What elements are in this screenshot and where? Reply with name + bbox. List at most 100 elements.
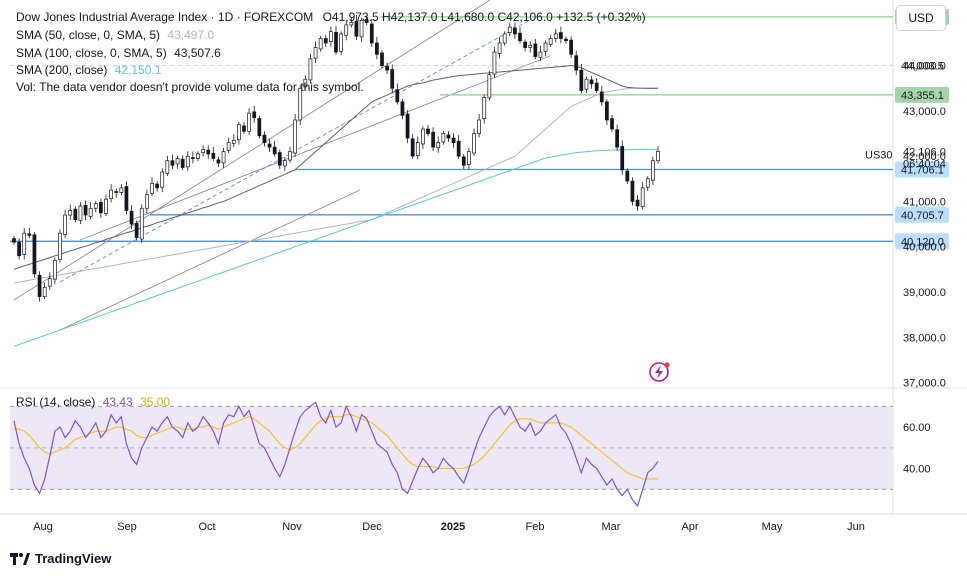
tradingview-brand: TradingView bbox=[35, 551, 112, 566]
time-tick-label: 2025 bbox=[441, 521, 465, 533]
candle-up bbox=[104, 198, 108, 214]
candle-up bbox=[339, 33, 343, 52]
candle-down bbox=[252, 111, 257, 119]
candle-down bbox=[456, 140, 461, 157]
lightning-icon[interactable] bbox=[649, 362, 670, 382]
candle-up bbox=[482, 96, 487, 119]
candle-up bbox=[507, 26, 512, 33]
last-price-label: 42,106.0 bbox=[903, 146, 946, 158]
candle-down bbox=[615, 129, 619, 148]
sma50-line bbox=[13, 65, 658, 270]
candle-down bbox=[99, 202, 103, 214]
rsi-ma-line bbox=[14, 414, 658, 480]
candle-down bbox=[375, 42, 379, 55]
candle-up bbox=[58, 232, 62, 260]
rsi-value: 43.43 bbox=[102, 395, 133, 409]
level-label: 40,120.0 bbox=[901, 236, 944, 248]
candle-down bbox=[405, 113, 410, 139]
sma50-legend[interactable]: SMA (50, close, 0, SMA, 5) 43,497.0 bbox=[16, 27, 214, 43]
sma100-legend[interactable]: SMA (100, close, 0, SMA, 5) 43,507.6 bbox=[16, 45, 221, 61]
sma200-label: SMA (200, close) bbox=[16, 63, 108, 77]
level-label: 43,355.1 bbox=[901, 90, 944, 102]
sma50-value: 43,497.0 bbox=[167, 28, 215, 42]
candle-down bbox=[461, 156, 466, 166]
candle-up bbox=[415, 142, 420, 156]
candle-up bbox=[656, 151, 660, 162]
price-tick-label: 44,000.0 bbox=[903, 61, 946, 73]
symbol-legend[interactable]: Dow Jones Industrial Average Index · 1D … bbox=[16, 9, 646, 25]
price-tick-label: 37,000.0 bbox=[903, 378, 946, 390]
candle-down bbox=[262, 134, 267, 143]
volume-note: Vol: The data vendor doesn't provide vol… bbox=[16, 80, 364, 94]
candle-up bbox=[313, 47, 318, 59]
candle-down bbox=[559, 32, 563, 39]
candle-down bbox=[170, 160, 175, 166]
rsi-legend[interactable]: RSI (14, close) 43.43 35.00 bbox=[16, 394, 170, 410]
candle-up bbox=[201, 149, 205, 153]
candle-up bbox=[553, 33, 558, 39]
tradingview-logo[interactable]: TradingView bbox=[10, 551, 111, 566]
candle-up bbox=[349, 22, 354, 26]
candle-up bbox=[247, 112, 251, 132]
candle-up bbox=[109, 189, 113, 199]
price-tick-label: 41,000.0 bbox=[903, 196, 946, 208]
candle-down bbox=[211, 152, 216, 159]
candle-up bbox=[472, 133, 476, 154]
candle-down bbox=[610, 118, 614, 130]
currency-button[interactable]: USD bbox=[896, 5, 946, 31]
price-axis[interactable]: 37,000.0 38,000.0 39,000.0 40,000.0 41,000.0… bbox=[865, 61, 946, 390]
candle-up bbox=[528, 44, 533, 48]
candle-down bbox=[533, 43, 538, 57]
candle-down bbox=[323, 38, 328, 44]
candle-down bbox=[431, 131, 435, 148]
time-tick-label: Apr bbox=[681, 521, 698, 533]
candle-down bbox=[134, 223, 139, 239]
candle-up bbox=[88, 207, 93, 217]
sma100-label: SMA (100, close, 0, SMA, 5) bbox=[16, 46, 167, 60]
time-axis[interactable]: Aug Sep Oct Nov Dec 2025 Feb Mar Apr May Jun bbox=[33, 521, 865, 533]
level-label: 40,705.7 bbox=[901, 210, 944, 222]
candle-up bbox=[584, 78, 589, 90]
candle-down bbox=[272, 146, 277, 155]
channel-line bbox=[79, 55, 551, 241]
sma200-line bbox=[13, 148, 658, 347]
candle-up bbox=[543, 42, 548, 52]
candle-down bbox=[410, 138, 415, 157]
time-tick-label: May bbox=[762, 521, 783, 533]
candle-down bbox=[191, 157, 195, 159]
candle-down bbox=[385, 65, 389, 71]
candle-down bbox=[32, 234, 37, 275]
candle-down bbox=[334, 32, 338, 53]
candle-down bbox=[216, 159, 221, 164]
candle-up bbox=[487, 74, 492, 99]
candle-up bbox=[160, 171, 165, 188]
candle-down bbox=[124, 186, 129, 211]
candle-up bbox=[640, 187, 645, 208]
level-tag bbox=[895, 161, 949, 178]
price-tick-label: 43,000.0 bbox=[903, 106, 946, 118]
time-tick-label: Sep bbox=[117, 521, 137, 533]
rsi-tick-label: 40.00 bbox=[903, 464, 931, 476]
candle-down bbox=[364, 19, 369, 23]
candlesticks bbox=[12, 15, 660, 302]
candle-down bbox=[206, 149, 211, 155]
candle-down bbox=[83, 204, 88, 216]
candle-up bbox=[308, 58, 313, 81]
level-label: 44,003.5 bbox=[901, 60, 944, 72]
time-tick-label: Aug bbox=[33, 521, 53, 533]
candle-up bbox=[78, 205, 83, 221]
candle-down bbox=[369, 23, 374, 44]
channel-line bbox=[59, 189, 361, 331]
candle-down bbox=[523, 41, 527, 48]
level-tag bbox=[895, 57, 949, 74]
candle-up bbox=[538, 51, 543, 58]
candle-down bbox=[426, 128, 430, 134]
candle-up bbox=[150, 183, 154, 194]
rsi-pane: 40.00 60.00 bbox=[10, 401, 931, 508]
candle-down bbox=[589, 79, 594, 85]
candle-up bbox=[492, 51, 497, 75]
sma200-legend[interactable]: SMA (200, close) 42,150.1 bbox=[16, 62, 161, 78]
candle-down bbox=[180, 158, 185, 168]
candle-up bbox=[47, 278, 52, 287]
sma100-line bbox=[13, 87, 658, 284]
